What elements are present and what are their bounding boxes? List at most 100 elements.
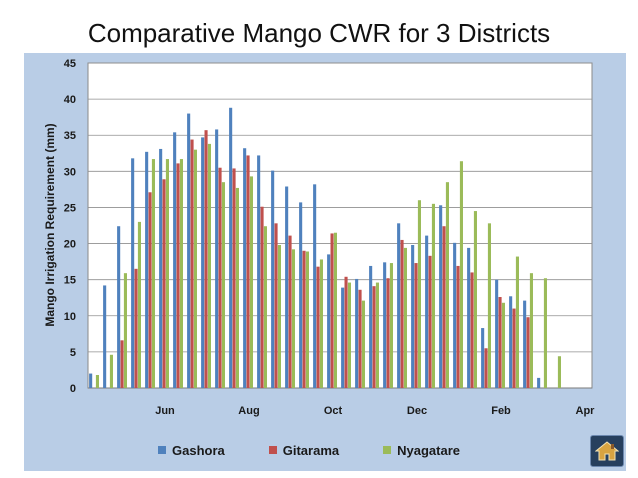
bar-gashora — [187, 113, 191, 388]
bar-nyagatare — [123, 273, 127, 388]
bar-gitarama — [526, 317, 530, 388]
bar-gashora — [383, 262, 387, 388]
y-tick-label: 5 — [70, 347, 76, 359]
legend-swatch — [268, 446, 277, 454]
bar-nyagatare — [179, 159, 183, 388]
bar-nyagatare — [445, 182, 449, 388]
y-tick-label: 15 — [64, 275, 76, 287]
bar-gashora — [243, 148, 247, 388]
legend-label: Gitarama — [282, 442, 340, 458]
bar-nyagatare — [221, 182, 225, 388]
bar-gitarama — [484, 348, 488, 388]
bar-gitarama — [120, 340, 124, 388]
y-tick-label: 25 — [64, 202, 76, 214]
bar-nyagatare — [277, 245, 281, 388]
bar-nyagatare — [473, 211, 477, 388]
y-axis-label: Mango Irrigation Requirement (mm) — [43, 123, 57, 326]
legend-label: Gashora — [172, 442, 225, 458]
bar-nyagatare — [95, 375, 99, 388]
bar-nyagatare — [347, 282, 351, 388]
bar-gashora — [327, 254, 331, 388]
bar-gashora — [313, 184, 317, 388]
bar-gashora — [131, 158, 135, 388]
bar-nyagatare — [291, 249, 295, 388]
y-tick-labels: 0 5 10 15 20 25 30 35 40 45 — [64, 58, 76, 395]
bar-nyagatare — [249, 176, 253, 388]
bar-nyagatare — [207, 143, 211, 388]
bar-nyagatare — [389, 263, 393, 388]
legend-item-gitarama: Gitarama — [268, 442, 340, 458]
bar-gashora — [159, 148, 163, 388]
bar-gitarama — [456, 265, 460, 388]
bar-gashora — [173, 132, 177, 388]
bar-gitarama — [176, 163, 180, 388]
y-tick-label: 20 — [64, 239, 76, 251]
bar-gitarama — [190, 139, 194, 388]
y-tick-label: 45 — [64, 58, 76, 70]
bar-nyagatare — [305, 251, 309, 388]
bar-gitarama — [162, 179, 166, 388]
x-tick-label: Jun — [155, 405, 175, 417]
bar-gitarama — [148, 192, 152, 388]
bar-gitarama — [414, 263, 418, 388]
bar-gitarama — [288, 235, 292, 388]
slide-title: Comparative Mango CWR for 3 Districts — [87, 18, 551, 48]
bar-gashora — [523, 300, 527, 388]
bar-nyagatare — [543, 278, 547, 388]
bar-gitarama — [246, 155, 250, 388]
home-button[interactable] — [590, 435, 624, 467]
x-tick-label: Feb — [491, 405, 511, 417]
bar-nyagatare — [515, 256, 519, 388]
bar-gashora — [299, 202, 303, 388]
y-tick-label: 40 — [64, 94, 76, 106]
bar-gashora — [257, 155, 261, 388]
bar-gashora — [145, 151, 149, 388]
bar-gitarama — [400, 239, 404, 388]
x-tick-label: Apr — [576, 405, 596, 417]
bar-gashora — [467, 247, 471, 388]
bar-gashora — [117, 226, 121, 388]
legend-swatch — [158, 446, 166, 454]
bar-nyagatare — [487, 223, 491, 388]
bar-gashora — [425, 235, 429, 388]
bar-nyagatare — [431, 203, 435, 388]
y-tick-label: 10 — [64, 311, 76, 323]
legend-item-gashora: Gashora — [158, 443, 225, 458]
bar-gashora — [229, 107, 233, 388]
bar-gashora — [481, 328, 485, 388]
y-tick-label: 0 — [70, 383, 76, 395]
bar-gitarama — [260, 206, 264, 388]
gridlines — [88, 62, 592, 389]
bar-nyagatare — [319, 259, 323, 388]
bar-gitarama — [372, 286, 376, 388]
bar-gashora — [509, 296, 513, 388]
bar-gashora — [439, 205, 443, 388]
house-icon — [595, 441, 619, 461]
bar-gitarama — [274, 223, 278, 388]
bar-nyagatare — [165, 159, 169, 388]
bar-gashora — [271, 170, 275, 388]
bar-gitarama — [204, 130, 208, 389]
x-tick-labels: Jun Aug Oct Dec Feb Apr — [155, 405, 595, 417]
bar-gitarama — [330, 233, 334, 388]
bar-gitarama — [134, 268, 138, 388]
bar-gashora — [453, 242, 457, 388]
bar-nyagatare — [235, 187, 239, 388]
bar-gitarama — [316, 266, 320, 388]
bar-gitarama — [512, 308, 516, 388]
bar-nyagatare — [151, 159, 155, 388]
bar-gitarama — [218, 167, 222, 388]
bar-nyagatare — [557, 356, 561, 388]
bar-nyagatare — [333, 232, 337, 388]
bar-gitarama — [232, 168, 236, 388]
bar-nyagatare — [417, 200, 421, 388]
plot-area — [87, 62, 593, 389]
bar-nyagatare — [193, 149, 197, 388]
bar-gashora — [411, 245, 415, 388]
bar-gitarama — [498, 297, 502, 388]
bar-gashora — [537, 377, 541, 388]
legend-item-nyagatare: Nyagatare — [383, 443, 460, 458]
bar-gashora — [397, 223, 401, 388]
bar-gitarama — [442, 226, 446, 388]
